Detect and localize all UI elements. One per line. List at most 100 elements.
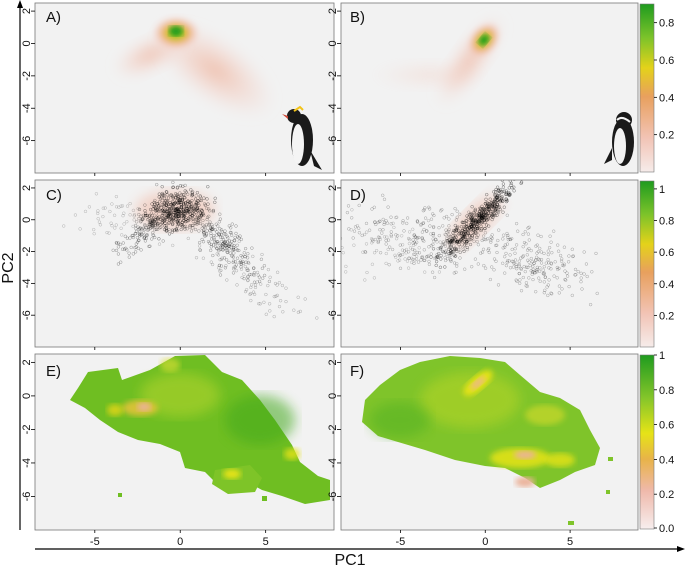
scatter-point bbox=[531, 269, 535, 274]
scatter-point bbox=[198, 215, 202, 219]
scatter-point bbox=[159, 196, 163, 200]
scatter-point bbox=[209, 231, 213, 236]
scatter-point bbox=[447, 238, 451, 243]
scatter-point bbox=[478, 217, 482, 221]
scatter-point bbox=[452, 247, 457, 251]
y-tick-label: -2 bbox=[327, 425, 339, 435]
colorbar-tick-label: 0.2 bbox=[659, 130, 674, 142]
scatter-point bbox=[252, 280, 257, 284]
scatter-point bbox=[197, 203, 201, 207]
scatter-point bbox=[431, 247, 436, 251]
scatter-point bbox=[189, 209, 193, 213]
scatter-point bbox=[357, 231, 361, 235]
scatter-point bbox=[482, 219, 486, 223]
scatter-point bbox=[450, 213, 454, 217]
scatter-point bbox=[137, 213, 141, 217]
scatter-point bbox=[137, 227, 141, 231]
scatter-point bbox=[453, 261, 457, 265]
scatter-point bbox=[222, 241, 227, 245]
scatter-point bbox=[549, 267, 553, 271]
scatter-point bbox=[411, 227, 415, 231]
scatter-point bbox=[538, 246, 542, 250]
scatter-point bbox=[534, 290, 538, 294]
scatter-point bbox=[549, 291, 553, 295]
scatter-point bbox=[502, 189, 506, 193]
scatter-point bbox=[536, 233, 540, 237]
scatter-point bbox=[150, 202, 154, 206]
scatter-point bbox=[546, 258, 550, 262]
scatter-point bbox=[139, 214, 143, 218]
scatter-point bbox=[521, 254, 525, 258]
scatter-point bbox=[420, 230, 424, 234]
scatter-point bbox=[432, 225, 436, 229]
scatter-point bbox=[476, 222, 480, 226]
scatter-point bbox=[504, 174, 507, 177]
scatter-point bbox=[147, 221, 152, 225]
scatter-point bbox=[487, 214, 491, 218]
scatter-point bbox=[451, 234, 455, 238]
scatter-point bbox=[560, 257, 564, 261]
scatter-point bbox=[519, 266, 523, 270]
scatter-point bbox=[284, 286, 288, 290]
panel-f-map bbox=[362, 356, 613, 525]
scatter-point bbox=[363, 278, 367, 282]
scatter-point bbox=[413, 235, 417, 239]
scatter-point bbox=[531, 270, 535, 274]
scatter-point bbox=[419, 222, 423, 226]
scatter-point bbox=[151, 217, 155, 221]
scatter-point bbox=[459, 239, 463, 243]
scatter-point bbox=[237, 260, 241, 265]
scatter-point bbox=[139, 226, 143, 230]
scatter-point bbox=[116, 252, 120, 256]
scatter-point bbox=[467, 225, 471, 229]
scatter-point bbox=[537, 258, 542, 262]
scatter-point bbox=[164, 190, 168, 194]
scatter-point bbox=[526, 248, 530, 252]
colorbar-tick-label: 0.4 bbox=[659, 92, 674, 104]
scatter-point bbox=[472, 224, 476, 228]
scatter-point bbox=[489, 240, 493, 244]
scatter-point bbox=[474, 215, 478, 219]
scatter-point bbox=[461, 240, 465, 244]
y-axis-title: PC2 bbox=[0, 252, 17, 283]
scatter-point bbox=[502, 205, 506, 209]
scatter-point bbox=[205, 206, 209, 210]
scatter-point bbox=[230, 222, 234, 226]
scatter-point bbox=[476, 262, 480, 266]
scatter-point bbox=[514, 262, 518, 266]
colorbar-row3 bbox=[639, 354, 655, 530]
scatter-point bbox=[542, 271, 546, 275]
scatter-point bbox=[195, 209, 200, 213]
scatter-point bbox=[452, 271, 456, 275]
scatter-point bbox=[452, 244, 456, 248]
scatter-point bbox=[249, 285, 253, 289]
scatter-point bbox=[571, 254, 575, 259]
scatter-point bbox=[192, 209, 196, 213]
scatter-point bbox=[225, 278, 229, 282]
scatter-point bbox=[272, 295, 276, 299]
scatter-point bbox=[94, 192, 98, 196]
scatter-point bbox=[209, 234, 213, 238]
scatter-point bbox=[191, 217, 195, 221]
scatter-point bbox=[541, 271, 545, 276]
scatter-point bbox=[217, 220, 221, 224]
scatter-point bbox=[394, 233, 398, 237]
scatter-point bbox=[87, 205, 91, 209]
scatter-point bbox=[447, 254, 451, 258]
scatter-point bbox=[413, 252, 417, 256]
scatter-point bbox=[198, 244, 202, 248]
scatter-point bbox=[167, 221, 171, 225]
scatter-point bbox=[427, 205, 431, 209]
y-tick-label: 2 bbox=[327, 185, 339, 191]
scatter-point bbox=[351, 236, 355, 240]
scatter-point bbox=[142, 236, 146, 240]
scatter-point bbox=[464, 218, 468, 223]
scatter-point bbox=[482, 208, 486, 212]
scatter-point bbox=[196, 206, 200, 210]
scatter-point bbox=[296, 310, 300, 314]
scatter-point bbox=[449, 243, 453, 247]
scatter-point bbox=[376, 220, 380, 224]
scatter-point bbox=[218, 269, 222, 273]
scatter-point bbox=[490, 214, 494, 218]
scatter-point bbox=[560, 259, 564, 263]
